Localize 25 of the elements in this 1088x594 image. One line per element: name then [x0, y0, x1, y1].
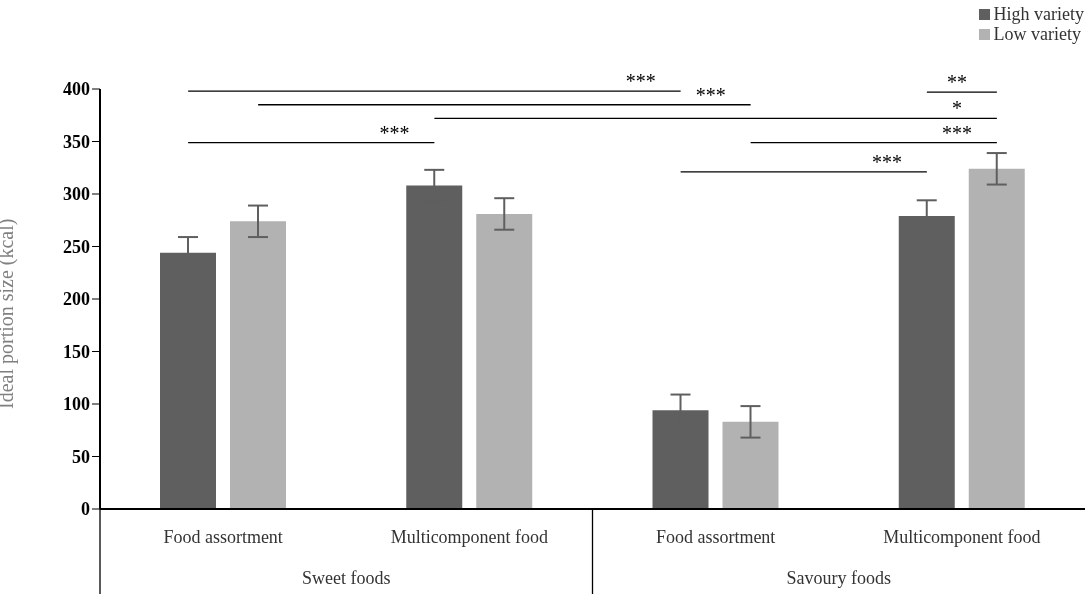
x-tick-label: Multicomponent food	[390, 527, 549, 547]
y-tick-label: 350	[63, 131, 90, 152]
annotation: **	[946, 71, 967, 94]
annotation: ***	[941, 121, 972, 144]
y-tick-label: 250	[63, 236, 90, 257]
annotation: ***	[695, 83, 726, 106]
annotation: *	[951, 97, 962, 120]
legend-label: High variety	[993, 4, 1084, 24]
y-tick-label: 200	[63, 289, 90, 310]
annotation: ***	[871, 150, 902, 173]
y-tick-label: 300	[63, 184, 90, 205]
annotation: ***	[379, 121, 410, 144]
x-tick-label: Multicomponent food	[883, 527, 1041, 547]
legend-label: Low variety	[993, 24, 1081, 44]
y-tick-label: 50	[72, 446, 90, 467]
y-tick-label: 100	[63, 394, 90, 415]
y-tick-label: 400	[63, 79, 90, 100]
text: Sweet foods	[302, 568, 391, 588]
x-tick-label: Food assortment	[655, 527, 776, 547]
y-tick-label: 150	[63, 341, 90, 362]
x-tick-label: Food assortment	[163, 527, 283, 547]
y-tick-label: 0	[81, 499, 90, 520]
y-axis-title: Ideal portion size (kcal)	[0, 218, 19, 409]
text: Savoury foods	[786, 568, 891, 588]
annotation: ***	[625, 70, 656, 93]
